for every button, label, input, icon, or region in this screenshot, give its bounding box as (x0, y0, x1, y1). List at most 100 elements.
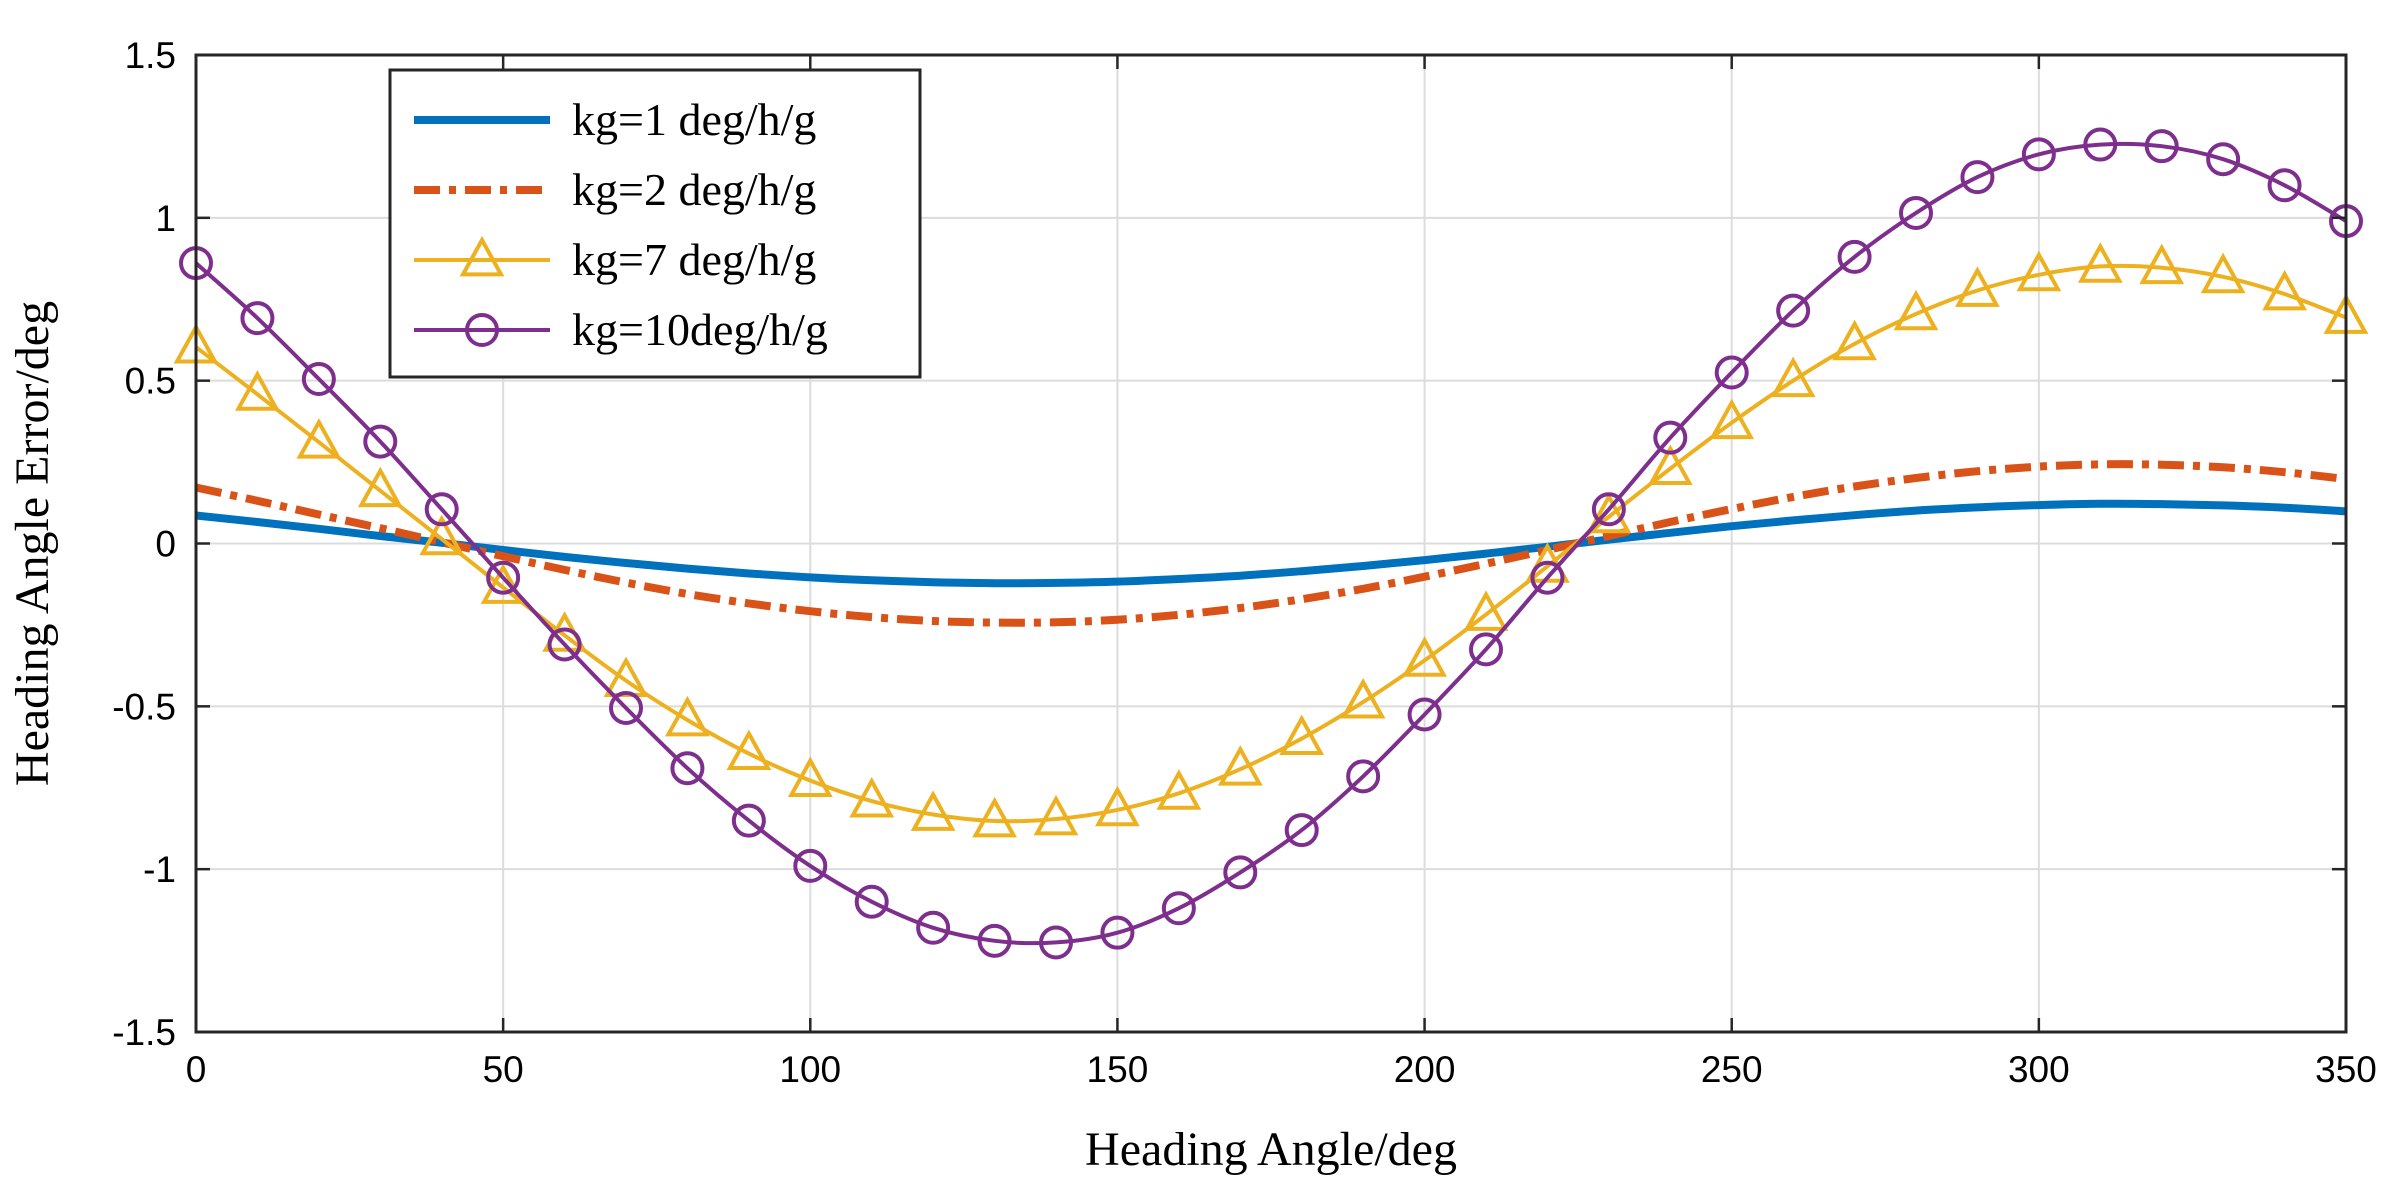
data-point (1832, 319, 1877, 361)
x-tick-label: 100 (779, 1049, 841, 1090)
legend-label: kg=2 deg/h/g (572, 164, 816, 215)
data-point (240, 301, 275, 336)
data-point (1407, 697, 1442, 732)
series-4 (179, 127, 2363, 960)
series-1 (195, 499, 2347, 588)
data-point (1653, 420, 1688, 455)
data-point (603, 656, 649, 697)
x-tick-label: 50 (483, 1049, 524, 1090)
data-point (1893, 289, 1939, 331)
y-tick-label: -1 (143, 849, 176, 890)
data-point (1770, 356, 1816, 398)
data-point (2021, 137, 2056, 172)
ticks: 0 50 100 150 200 250 300 350 -1.5 -1 -0.5 0 0.5 1 1.5 (112, 35, 2377, 1090)
data-point (1591, 492, 1626, 527)
data-point (486, 560, 521, 595)
series-2 (195, 460, 2347, 627)
data-point (1837, 239, 1872, 274)
data-point (296, 418, 342, 459)
data-point (1039, 925, 1073, 960)
data-point (1340, 677, 1386, 719)
data-point (665, 695, 710, 737)
data-point (2262, 269, 2307, 311)
data-point (1586, 492, 1632, 534)
data-point (419, 514, 465, 556)
x-tick-label: 350 (2315, 1049, 2377, 1090)
data-point (1960, 160, 1995, 195)
data-point (363, 424, 398, 459)
data-point (2206, 142, 2241, 177)
data-point (1530, 560, 1565, 595)
data-point (2016, 250, 2062, 292)
axis-titles: Heading Angle/deg Heading Angle Error/de… (6, 301, 1457, 1176)
data-point (2200, 252, 2246, 294)
data-point (1161, 891, 1196, 926)
data-point (1899, 195, 1933, 230)
data-point (2077, 242, 2123, 283)
data-point (910, 790, 956, 831)
data-point (731, 803, 766, 838)
data-point (1402, 636, 1447, 677)
data-point (1346, 759, 1381, 794)
x-tick-label: 300 (2008, 1049, 2070, 1090)
data-point (1463, 590, 1509, 631)
data-point (793, 848, 828, 883)
x-tick-label: 250 (1701, 1049, 1763, 1090)
data-point (1709, 398, 1755, 440)
legend-label: kg=7 deg/h/g (572, 234, 816, 285)
data-point (1279, 714, 1325, 755)
series-line-1 (195, 499, 2347, 588)
data-point (1284, 813, 1319, 848)
data-point (2083, 127, 2118, 162)
data-point (547, 627, 582, 662)
data-point (1156, 769, 1202, 810)
y-tick-label: -1.5 (112, 1012, 176, 1053)
legend-marker (465, 313, 499, 347)
data-point (670, 751, 705, 786)
y-tick-label: 0 (155, 524, 176, 565)
data-point (1100, 915, 1135, 950)
data-point (1095, 785, 1140, 827)
x-tick-label: 150 (1087, 1049, 1149, 1090)
data-point (787, 756, 833, 797)
legend-label: kg=1 deg/h/g (572, 94, 816, 145)
data-point (1955, 266, 2000, 307)
x-tick-label: 0 (186, 1049, 207, 1090)
data-point (972, 796, 1017, 838)
legend-item-3: kg=7 deg/h/g (414, 234, 816, 285)
data-point (235, 370, 280, 411)
legend: kg=1 deg/h/g kg=2 deg/h/g kg=7 deg/h/g kg=1… (388, 68, 922, 379)
y-tick-label: 1.5 (125, 35, 176, 76)
series-3 (173, 242, 2369, 838)
data-point (1033, 794, 1079, 836)
data-point (849, 776, 895, 818)
data-point (357, 466, 403, 508)
y-tick-label: -0.5 (112, 686, 176, 727)
series-line-3 (194, 263, 2347, 824)
legend-label: kg=10deg/h/g (572, 304, 828, 355)
data-point (609, 690, 643, 725)
data-point (977, 923, 1012, 958)
data-point (2144, 129, 2179, 164)
data-point (726, 729, 772, 770)
data-point (2267, 168, 2302, 203)
data-point (2139, 243, 2185, 285)
legend-item-1: kg=1 deg/h/g (414, 94, 816, 145)
data-point (424, 492, 459, 527)
y-axis-title: Heading Angle Error/deg (6, 301, 59, 786)
legend-marker (459, 235, 505, 277)
data-point (854, 884, 889, 919)
data-point (1217, 745, 1263, 786)
y-tick-label: 1 (155, 198, 176, 239)
data-point (1223, 855, 1258, 890)
y-tick-label: 0.5 (125, 361, 176, 402)
data-point (1469, 632, 1503, 667)
series-line-2 (195, 460, 2347, 627)
data-point (1776, 293, 1811, 328)
x-axis-title: Heading Angle/deg (1085, 1123, 1457, 1176)
data-point (480, 563, 526, 604)
data-point (301, 362, 336, 397)
legend-item-2: kg=2 deg/h/g (414, 164, 816, 215)
